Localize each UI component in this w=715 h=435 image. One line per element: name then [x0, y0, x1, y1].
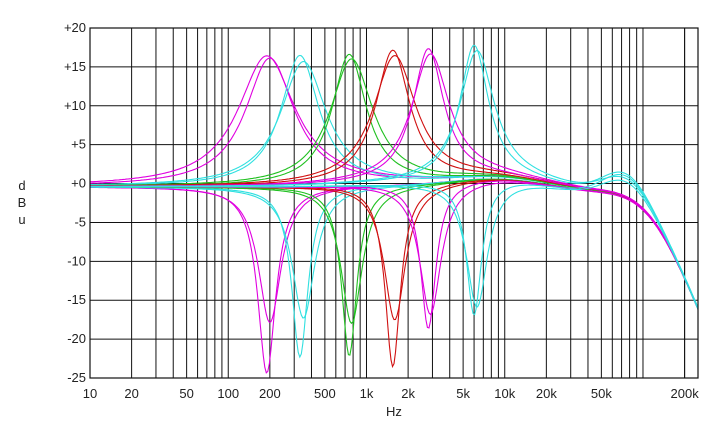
response-curve-cut-0	[90, 178, 699, 374]
y-tick-label: +15	[64, 59, 86, 74]
response-curves	[89, 44, 699, 374]
y-tick-label: +5	[71, 137, 86, 152]
x-tick-label: 1k	[360, 386, 374, 401]
x-tick-label: 200	[259, 386, 281, 401]
x-tick-label: 2k	[401, 386, 415, 401]
response-curve-cut-2	[89, 178, 699, 359]
y-tick-label: -20	[67, 331, 86, 346]
response-curve-cut-8	[90, 180, 699, 329]
response-curve-cut-3	[90, 178, 699, 319]
y-tick-label: +20	[64, 20, 86, 35]
y-tick-label: -25	[67, 370, 86, 385]
x-tick-label: 500	[314, 386, 336, 401]
x-tick-label: 100	[217, 386, 239, 401]
x-tick-label: 20	[124, 386, 138, 401]
response-curve-cut-6	[90, 179, 699, 369]
x-axis-title: Hz	[386, 404, 402, 419]
plot-frame	[89, 27, 699, 379]
y-axis-title-char: u	[18, 212, 25, 227]
response-curve-cut-1	[90, 178, 699, 323]
x-tick-labels: 10 20 50 100 200 500 1k 2k 5k 10k 20k 50k 200k	[83, 386, 699, 401]
x-tick-label: 200k	[671, 386, 700, 401]
response-curve-boost-11	[90, 50, 699, 308]
y-axis-title: dBu	[18, 178, 27, 227]
x-tick-label: 5k	[456, 386, 470, 401]
y-tick-labels: +20 +15 +10 +5 +0 -5 -10 -15 -20 -25	[64, 20, 86, 385]
response-curve-cut-7	[90, 180, 699, 321]
response-curve-cut-11	[90, 179, 699, 310]
y-axis-title-char: d	[18, 178, 25, 193]
y-tick-label: -5	[74, 214, 86, 229]
x-tick-label: 50k	[591, 386, 612, 401]
y-tick-label: +10	[64, 98, 86, 113]
response-curve-boost-6	[90, 49, 699, 309]
y-tick-label: +0	[71, 176, 86, 191]
x-tick-label: 20k	[536, 386, 557, 401]
y-axis-title-char: B	[18, 195, 27, 210]
x-tick-label: 50	[179, 386, 193, 401]
y-tick-label: -15	[67, 292, 86, 307]
grid	[89, 27, 698, 379]
x-tick-label: 10k	[494, 386, 515, 401]
y-tick-label: -10	[67, 253, 86, 268]
x-tick-label: 10	[83, 386, 97, 401]
response-curve-cut-4	[90, 178, 699, 356]
response-curve-cut-9	[90, 182, 699, 316]
response-curve-cut-5	[90, 179, 699, 325]
